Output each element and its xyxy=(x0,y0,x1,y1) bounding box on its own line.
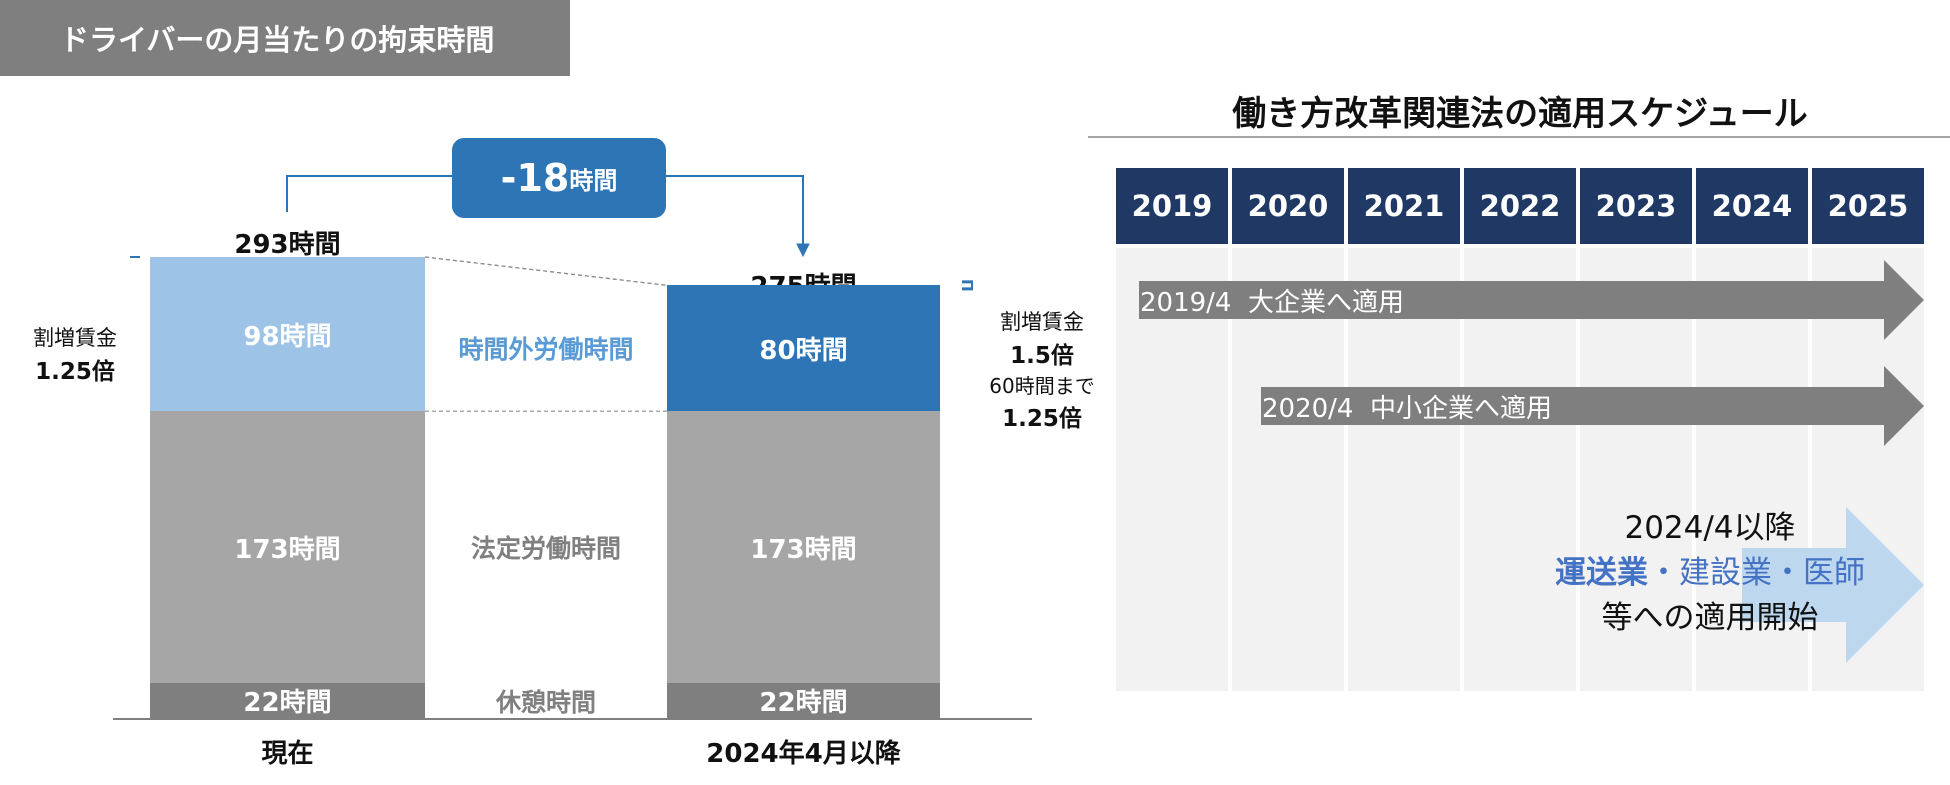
x-label-now: 現在 xyxy=(261,739,314,769)
note-line: 1.25倍 xyxy=(1002,406,1082,432)
bar-label: 173時間 xyxy=(234,534,341,565)
year-column-2019 xyxy=(1116,248,1228,691)
year-header-2022: 2022 xyxy=(1464,168,1576,244)
bar-after-overtime: 80時間 xyxy=(667,285,940,412)
total-label-now: 293時間 xyxy=(234,230,341,260)
schedule-title: 働き方改革関連法の適用スケジュール xyxy=(1232,94,1808,134)
note-line: 60時間まで xyxy=(989,374,1095,398)
bar-now-overtime: 98時間 xyxy=(150,257,425,412)
event-rest: ・建設業・医師 xyxy=(1648,555,1865,591)
bar-after-legal: 173時間 xyxy=(667,411,940,684)
bar-after-rest: 22時間 xyxy=(667,683,940,718)
event-date: 2024/4以降 xyxy=(1624,510,1796,546)
premium-note-right-bottom: 60時間まで 1.25倍 xyxy=(982,370,1102,433)
difference-arrowhead xyxy=(796,243,810,258)
schedule-event-label-0: 2019/4 大企業へ適用 xyxy=(1140,288,1404,318)
category-label-legal: 法定労働時間 xyxy=(470,534,621,564)
bar-label: 173時間 xyxy=(750,534,857,565)
premium-note-left: 割増賃金 1.25倍 xyxy=(20,322,130,386)
event-industries: 運送業・建設業・医師 xyxy=(1520,547,1900,592)
year-header-2025: 2025 xyxy=(1812,168,1924,244)
category-label-rest: 休憩時間 xyxy=(495,687,596,717)
year-header-2023: 2023 xyxy=(1580,168,1692,244)
event-highlight: 運送業 xyxy=(1555,555,1648,591)
difference-unit: 時間 xyxy=(569,166,618,195)
year-column-2021 xyxy=(1348,248,1460,691)
difference-badge: -18 時間 xyxy=(452,138,666,218)
title-underline xyxy=(1088,136,1950,138)
bar-label: 22時間 xyxy=(243,688,332,719)
bar-label: 80時間 xyxy=(759,335,848,366)
schedule-arrow-2024 xyxy=(1742,507,1924,663)
note-line: 割増賃金 xyxy=(33,326,117,350)
schedule-arrow-0 xyxy=(1139,260,1924,340)
year-column-2022 xyxy=(1464,248,1576,691)
year-column-2020 xyxy=(1232,248,1344,691)
bar-now-legal: 173時間 xyxy=(150,411,425,684)
year-header-2019: 2019 xyxy=(1116,168,1228,244)
year-header-2020: 2020 xyxy=(1232,168,1344,244)
bar-label: 22時間 xyxy=(759,688,848,719)
year-header-2024: 2024 xyxy=(1696,168,1808,244)
year-column-2023 xyxy=(1580,248,1692,691)
year-header-2021: 2021 xyxy=(1348,168,1460,244)
schedule-event-label-1: 2020/4 中小企業へ適用 xyxy=(1262,394,1552,424)
category-label-overtime: 時間外労働時間 xyxy=(458,335,634,365)
page-banner-title: ドライバーの月当たりの拘束時間 xyxy=(0,0,570,76)
schedule-event-2024-text: 2024/4以降 運送業・建設業・医師 等への適用開始 xyxy=(1520,502,1900,637)
bar-now-rest: 22時間 xyxy=(150,683,425,718)
difference-bracket xyxy=(286,175,804,246)
difference-value: -18 xyxy=(500,156,570,200)
connector-overtime xyxy=(424,256,668,286)
note-line: 割増賃金 xyxy=(1000,310,1084,334)
note-line: 1.5倍 xyxy=(1010,343,1074,369)
event-line3: 等への適用開始 xyxy=(1601,600,1819,636)
x-label-after: 2024年4月以降 xyxy=(706,739,901,769)
note-line: 1.25倍 xyxy=(35,359,115,385)
premium-note-right-top: 割増賃金 1.5倍 xyxy=(982,306,1102,370)
bar-label: 98時間 xyxy=(243,321,332,352)
schedule-arrow-1 xyxy=(1261,366,1924,446)
chart-lines-layer xyxy=(113,175,1032,720)
right-bracket-bottom xyxy=(962,281,973,291)
